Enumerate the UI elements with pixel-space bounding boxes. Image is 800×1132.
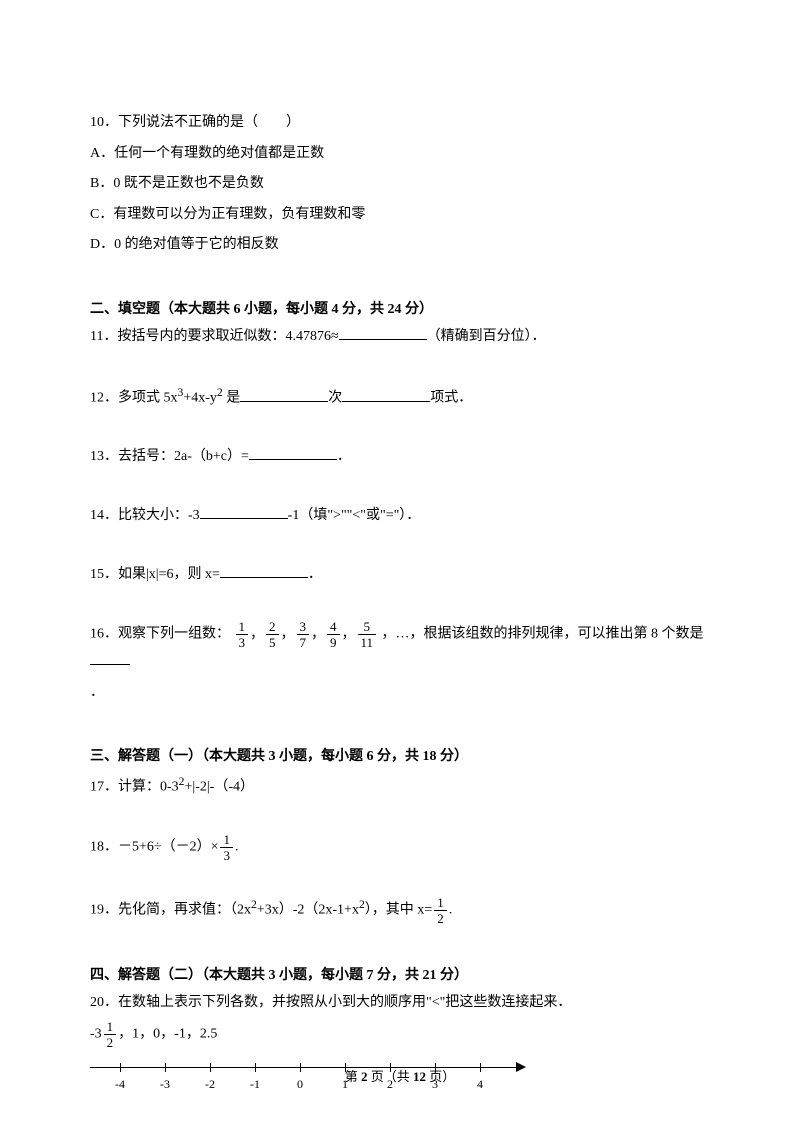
q17-text: 17．计算：0-3 (90, 780, 179, 795)
q12: 12．多项式 5x3+4x-y2 是次项式． (90, 382, 710, 412)
q10-opt-b: B．0 既不是正数也不是负数 (90, 171, 710, 198)
q12-mid1: +4x-y (183, 391, 217, 406)
q12-blank1[interactable] (240, 388, 328, 402)
q16-frac-0: 13 (236, 620, 249, 649)
q13: 13．去括号：2a-（b+c）= ． (90, 444, 710, 471)
q10-opt-d: D．0 的绝对值等于它的相反数 (90, 232, 710, 259)
q16: 16．观察下列一组数： 13，25，37，49，511 ，…，根据该组数的排列规… (90, 620, 710, 676)
q19-post: . (449, 903, 453, 918)
section-3-title: 三、解答题（一）（本大题共 3 小题，每小题 6 分，共 18 分） (90, 744, 710, 771)
q19-m2: ），其中 x= (365, 903, 432, 918)
q13-blank[interactable] (249, 446, 337, 460)
q11-blank[interactable] (339, 326, 427, 340)
q15-post: ． (308, 567, 322, 582)
q18-post: . (235, 840, 239, 855)
q16-frac-3: 49 (327, 620, 340, 649)
q16-pre: 16．观察下列一组数： (90, 627, 230, 642)
page-footer: 第 2 页（共 12 页） (0, 1065, 800, 1090)
q17: 17．计算：0-32+|-2|-（-4） (90, 771, 710, 801)
q10-opt-a: A．任何一个有理数的绝对值都是正数 (90, 141, 710, 168)
q19-frac: 12 (434, 896, 447, 925)
q14-post: -1（填">""<"或"="）． (288, 508, 421, 523)
q16-end: ． (90, 680, 710, 707)
q14-blank[interactable] (200, 505, 288, 519)
q14: 14．比较大小：-3 -1（填">""<"或"="）． (90, 503, 710, 530)
q11-post: （精确到百分位）． (427, 329, 546, 344)
q20-post: ，1，0，-1，2.5 (118, 1027, 217, 1042)
q16-tail: ，…，根据该组数的排列规律，可以推出第 8 个数是 (382, 627, 704, 642)
q20-pre: -3 (90, 1027, 102, 1042)
q12-pre: 12．多项式 5x (90, 391, 178, 406)
q15-pre: 15．如果|x|=6，则 x= (90, 567, 220, 582)
q18-frac: 13 (220, 833, 233, 862)
q20-line1: 20．在数轴上表示下列各数，并按照从小到大的顺序用"<"把这些数连接起来． (90, 990, 710, 1017)
section-4-title: 四、解答题（二）（本大题共 3 小题，每小题 7 分，共 21 分） (90, 963, 710, 990)
q19-m1: +3x）-2（2x-1+x (257, 903, 359, 918)
q11-pre: 11．按括号内的要求取近似数：4.47876≈ (90, 329, 339, 344)
q12-mid3: 次 (328, 391, 342, 406)
q18: 18．－5+6÷（－2）×13. (90, 833, 710, 862)
q19: 19．先化简，再求值：（2x2+3x）-2（2x-1+x2），其中 x=12. (90, 894, 710, 925)
q17-tail: +|-2|-（-4） (185, 780, 255, 795)
q16-fractions: 13，25，37，49，511 (234, 627, 379, 642)
q15: 15．如果|x|=6，则 x= ． (90, 562, 710, 589)
q10-stem: 10．下列说法不正确的是（ ） (90, 110, 710, 137)
q19-pre: 19．先化简，再求值：（2x (90, 903, 251, 918)
q13-post: ． (337, 449, 351, 464)
q12-post: 项式． (430, 391, 472, 406)
q12-blank2[interactable] (342, 388, 430, 402)
q16-frac-4: 511 (358, 620, 377, 649)
q16-frac-1: 25 (266, 620, 279, 649)
q10-opt-c: C．有理数可以分为正有理数，负有理数和零 (90, 202, 710, 229)
q15-blank[interactable] (220, 564, 308, 578)
q11: 11．按括号内的要求取近似数：4.47876≈ （精确到百分位）． (90, 324, 710, 351)
q14-pre: 14．比较大小：-3 (90, 508, 200, 523)
q13-pre: 13．去括号：2a-（b+c）= (90, 449, 249, 464)
q20-line2: -312，1，0，-1，2.5 (90, 1020, 710, 1049)
q20-frac: 12 (104, 1020, 117, 1049)
section-2-title: 二、填空题（本大题共 6 小题，每小题 4 分，共 24 分） (90, 297, 710, 324)
q16-blank[interactable] (90, 651, 130, 665)
q16-frac-2: 37 (297, 620, 310, 649)
q12-mid2: 是 (223, 391, 241, 406)
q18-pre: 18．－5+6÷（－2）× (90, 840, 218, 855)
